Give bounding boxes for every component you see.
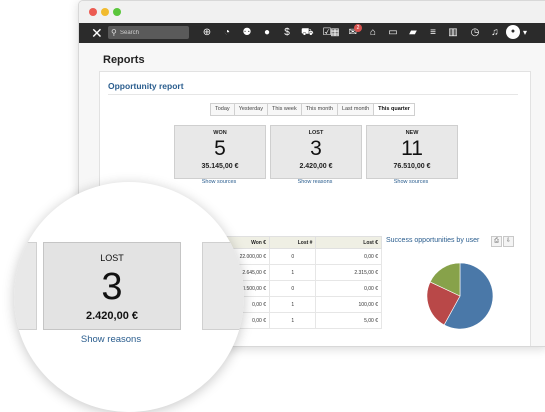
cart-icon[interactable]: ⛟ xyxy=(301,27,314,38)
card-label: NEW xyxy=(405,130,419,136)
show-sources-link[interactable]: Show sources xyxy=(393,179,429,185)
search-input[interactable] xyxy=(120,26,186,39)
calendar-icon[interactable]: ▦ xyxy=(330,27,340,38)
show-reasons-link[interactable]: Show reasons xyxy=(297,179,333,185)
card-count: 5 xyxy=(214,137,226,160)
money-icon[interactable]: $ xyxy=(284,27,290,38)
column-header[interactable]: Lost # xyxy=(268,236,317,249)
notification-badge: 2 xyxy=(354,24,362,32)
new-card: NEW 11 76.510,00 € xyxy=(366,125,458,179)
maximize-window-button[interactable] xyxy=(113,8,121,16)
tab-yesterday[interactable]: Yesterday xyxy=(235,104,268,115)
pie-slice[interactable] xyxy=(429,262,461,297)
chat-icon[interactable]: ✉ xyxy=(348,27,358,38)
checklist-icon[interactable]: ☑ xyxy=(322,27,332,38)
avatar[interactable]: ● xyxy=(506,25,520,39)
close-window-button[interactable] xyxy=(89,8,97,16)
chart-title: Success opportunities by user xyxy=(386,237,480,244)
lost-card: LOST 3 2.420,00 € xyxy=(270,125,362,179)
table-cell: 0 xyxy=(268,280,317,297)
users-icon[interactable]: ⚉ xyxy=(242,27,252,38)
tab-today[interactable]: Today xyxy=(211,104,235,115)
card-amount: 76.510,00 € xyxy=(393,163,431,170)
user-table: Won € Lost # Lost € 22.000,00 € 0 0,00 €… xyxy=(214,236,382,329)
won-card-edge xyxy=(14,242,37,330)
table-cell: 5,00 € xyxy=(315,312,382,329)
column-header[interactable]: Lost € xyxy=(315,236,382,249)
table-cell: 2.315,00 € xyxy=(315,264,382,281)
table-cell: 1 xyxy=(268,296,317,313)
pie-slice[interactable] xyxy=(443,262,494,330)
bell-icon[interactable]: ♫ xyxy=(491,27,499,38)
box-icon[interactable]: ▭ xyxy=(388,27,398,38)
tab-this-week[interactable]: This week xyxy=(268,104,302,115)
card-count: 3 xyxy=(310,137,322,160)
report-title: Opportunity report xyxy=(108,81,184,91)
table-cell: 0,00 € xyxy=(315,248,382,265)
basket-icon[interactable]: ⌂ xyxy=(369,27,377,38)
pie-slice[interactable] xyxy=(426,281,461,326)
table-cell: 1 xyxy=(268,312,317,329)
top-navbar: ✕ ⚲ ⊕ ◔ ⚉ ● $ ⛟ ☑ ▦ ✉ 2 ⌂ ▭ ▰ ≡ ▥ ◷ ♫ ● … xyxy=(79,23,545,43)
show-reasons-link[interactable]: Show reasons xyxy=(80,334,142,345)
card-amount: 2.420,00 € xyxy=(86,310,138,322)
chevron-down-icon[interactable]: ▾ xyxy=(523,28,528,37)
search-icon: ⚲ xyxy=(111,28,117,37)
folder-icon[interactable]: ▰ xyxy=(409,27,417,38)
table-cell: 100,00 € xyxy=(315,296,382,313)
download-icon[interactable]: ⇩ xyxy=(503,236,514,247)
table-cell: 0 xyxy=(268,248,317,265)
card-count: 11 xyxy=(401,137,423,160)
search-box[interactable]: ⚲ xyxy=(108,26,189,39)
card-amount: 35.145,00 € xyxy=(201,163,239,170)
plus-icon[interactable]: ⊕ xyxy=(202,27,212,38)
zoom-magnifier: LOST 3 2.420,00 € Show reasons xyxy=(14,182,244,412)
list-icon[interactable]: ≡ xyxy=(430,27,436,38)
table-cell: 1 xyxy=(268,264,317,281)
user-icon[interactable]: ● xyxy=(263,27,271,38)
dashboard-icon[interactable]: ◔ xyxy=(223,27,231,38)
period-tabs: Today Yesterday This week This month Las… xyxy=(210,103,415,116)
print-icon[interactable]: ⎙ xyxy=(491,236,502,247)
page-title: Reports xyxy=(103,54,145,66)
tab-this-quarter[interactable]: This quarter xyxy=(374,104,414,115)
card-label: LOST xyxy=(308,130,324,136)
table-cell: 0,00 € xyxy=(315,280,382,297)
tab-this-month[interactable]: This month xyxy=(302,104,338,115)
card-count: 3 xyxy=(101,266,123,308)
pie-chart xyxy=(426,262,494,330)
clock-icon[interactable]: ◷ xyxy=(470,27,480,38)
tab-last-month[interactable]: Last month xyxy=(338,104,375,115)
new-card-edge xyxy=(202,242,244,330)
divider xyxy=(108,94,518,95)
show-sources-link[interactable]: Show sources xyxy=(201,179,237,185)
card-label: WON xyxy=(213,130,227,136)
minimize-window-button[interactable] xyxy=(101,8,109,16)
bar-chart-icon[interactable]: ▥ xyxy=(448,27,458,38)
card-label: LOST xyxy=(100,253,124,263)
app-logo-icon[interactable]: ✕ xyxy=(91,25,103,41)
lost-card-zoomed: LOST 3 2.420,00 € xyxy=(43,242,181,330)
window-titlebar xyxy=(79,1,545,23)
won-card: WON 5 35.145,00 € xyxy=(174,125,266,179)
card-amount: 2.420,00 € xyxy=(299,163,333,170)
